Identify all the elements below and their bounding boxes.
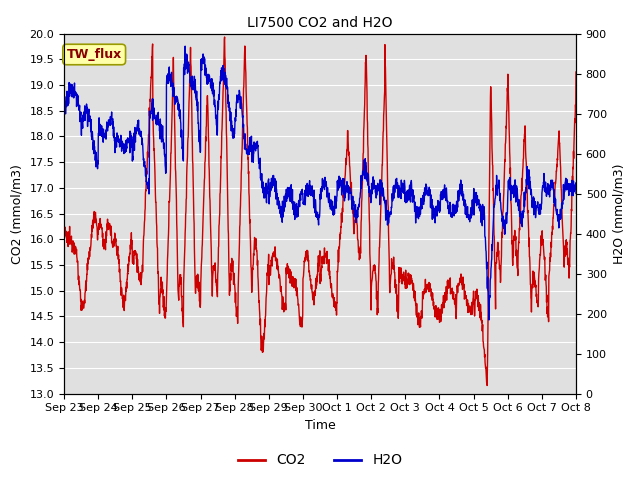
- Y-axis label: H2O (mmol/m3): H2O (mmol/m3): [612, 163, 625, 264]
- Title: LI7500 CO2 and H2O: LI7500 CO2 and H2O: [247, 16, 393, 30]
- Text: TW_flux: TW_flux: [67, 48, 122, 61]
- X-axis label: Time: Time: [305, 419, 335, 432]
- Legend: CO2, H2O: CO2, H2O: [232, 448, 408, 473]
- Y-axis label: CO2 (mmol/m3): CO2 (mmol/m3): [11, 164, 24, 264]
